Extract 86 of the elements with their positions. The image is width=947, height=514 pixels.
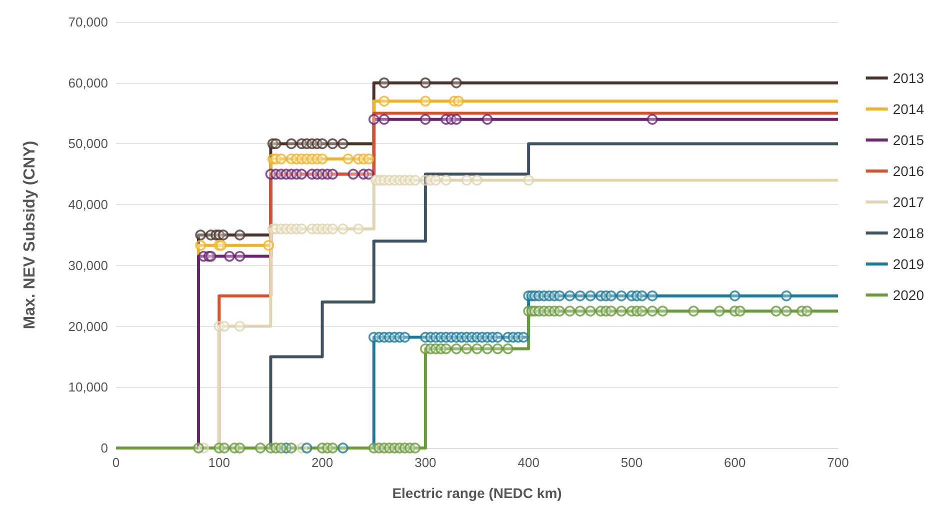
y-tick-label: 40,000 — [68, 197, 108, 212]
point — [430, 174, 442, 186]
point — [234, 230, 246, 240]
point — [218, 320, 230, 332]
point — [450, 114, 462, 125]
legend-label: 2016 — [892, 163, 924, 179]
point — [410, 174, 421, 186]
point — [523, 174, 534, 186]
x-tick-label: 500 — [620, 455, 643, 470]
x-tick-label: 600 — [724, 455, 746, 470]
legend-label: 2014 — [892, 101, 924, 117]
point — [263, 240, 274, 251]
point — [453, 96, 464, 107]
y-tick-label: 10,000 — [68, 380, 108, 395]
x-tick-label: 100 — [208, 455, 230, 470]
legend-label: 2013 — [892, 70, 924, 86]
point — [327, 224, 338, 234]
point — [518, 332, 529, 343]
point — [616, 290, 627, 302]
point — [218, 230, 229, 240]
point — [296, 224, 308, 234]
point — [399, 332, 410, 343]
point — [378, 77, 390, 88]
point — [636, 290, 648, 302]
point — [327, 168, 338, 180]
point — [342, 154, 354, 164]
legend-label: 2018 — [892, 225, 924, 241]
point — [316, 154, 328, 164]
y-tick-label: 30,000 — [68, 258, 108, 273]
point — [296, 168, 308, 180]
point — [440, 174, 452, 186]
point — [420, 96, 431, 107]
point — [482, 114, 493, 125]
x-tick-label: 300 — [414, 455, 436, 470]
x-axis-title: Electric range (NEDC km) — [392, 485, 562, 501]
legend-label: 2020 — [892, 287, 924, 303]
x-tick-label: 200 — [311, 455, 334, 470]
y-tick-label: 50,000 — [68, 136, 108, 152]
point — [472, 174, 482, 186]
point — [363, 154, 374, 164]
y-tick-label: 70,000 — [68, 14, 108, 30]
y-axis-title: Max. NEV Subsidy (CNY) — [22, 140, 38, 330]
point — [352, 224, 364, 234]
point — [585, 290, 596, 302]
point — [646, 114, 658, 125]
point — [224, 250, 235, 262]
point — [234, 320, 246, 332]
point — [781, 290, 792, 302]
point — [316, 138, 328, 150]
point — [234, 250, 246, 262]
point — [338, 224, 348, 234]
y-tick-label: 0 — [100, 440, 108, 456]
point — [286, 138, 297, 150]
point — [606, 290, 616, 302]
point — [574, 290, 586, 302]
x-tick-label: 400 — [518, 455, 540, 470]
x-tick-label: 700 — [827, 455, 849, 470]
point — [564, 290, 576, 302]
point — [270, 138, 282, 150]
point — [363, 168, 374, 180]
point — [378, 96, 390, 107]
point — [420, 114, 431, 125]
point — [206, 250, 216, 262]
legend-label: 2015 — [892, 132, 924, 148]
legend-label: 2017 — [892, 194, 924, 210]
point — [195, 230, 206, 240]
point — [420, 77, 431, 88]
point — [368, 114, 380, 125]
legend-label: 2019 — [892, 256, 924, 272]
point — [301, 442, 312, 454]
y-tick-label: 60,000 — [68, 75, 108, 90]
point — [492, 332, 504, 343]
point — [338, 138, 348, 150]
point — [729, 290, 740, 302]
point — [348, 168, 359, 180]
y-tick-label: 20,000 — [68, 318, 108, 334]
point — [327, 138, 338, 150]
point — [554, 290, 565, 302]
point — [276, 154, 286, 164]
point — [378, 114, 390, 125]
point — [450, 77, 462, 88]
x-tick-label: 0 — [112, 455, 120, 470]
point — [195, 240, 206, 251]
point — [461, 174, 472, 186]
point — [646, 290, 658, 302]
point — [338, 442, 348, 454]
